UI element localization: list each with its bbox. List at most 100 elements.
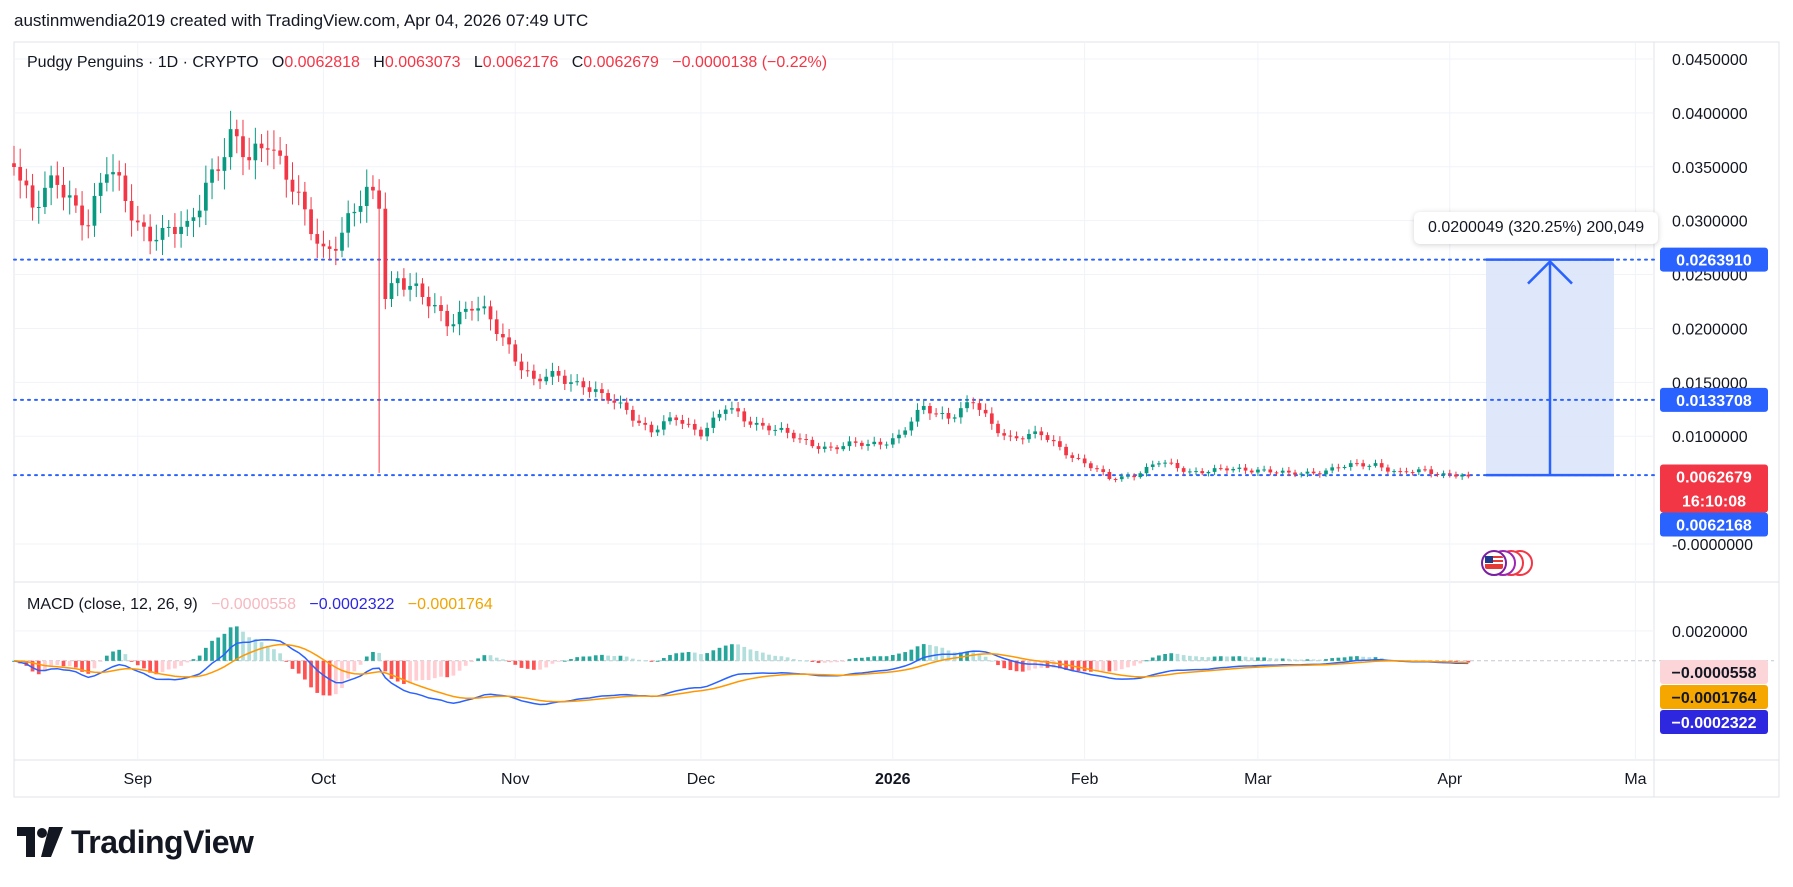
symbol-label[interactable]: Pudgy Penguins · 1D · CRYPTO: [27, 54, 259, 71]
macd-histogram-bar: [612, 656, 617, 661]
macd-histogram-bar: [1200, 657, 1205, 661]
macd-histogram-bar: [352, 660, 357, 672]
candle-body: [24, 180, 29, 186]
macd-histogram-bar: [1138, 660, 1143, 664]
horizontal-levels[interactable]: [13, 258, 1655, 477]
macd-histogram-bar: [358, 660, 363, 665]
macd-histogram-bar: [377, 652, 381, 661]
candle-body: [253, 143, 258, 161]
macd-histogram-bar: [699, 654, 703, 661]
macd-histogram-bar: [340, 660, 344, 688]
macd-histogram-bar: [513, 660, 518, 665]
tradingview-logo-icon: [17, 827, 63, 857]
candle-body: [1113, 478, 1118, 480]
candle-body: [377, 190, 381, 209]
price-pane[interactable]: [14, 42, 1654, 582]
candle-body: [785, 427, 790, 433]
candle-body: [897, 434, 901, 439]
macd-title[interactable]: MACD (close, 12, 26, 9): [27, 596, 198, 613]
macd-histogram-bar: [921, 644, 926, 661]
macd-histogram-bar: [531, 660, 536, 670]
candle-body: [1398, 471, 1403, 473]
candle-body: [432, 305, 437, 307]
macd-axis-tick: 0.0020000: [1672, 624, 1748, 641]
macd-histogram-bar: [203, 647, 208, 661]
macd-histogram-bar: [1274, 658, 1279, 661]
candle-body: [952, 417, 957, 419]
price-axis-tick: 0.0250000: [1672, 268, 1748, 285]
macd-histogram-bar: [556, 660, 561, 662]
candle-body: [1317, 473, 1322, 475]
candle-body: [550, 371, 555, 377]
price-axis-tick: 0.0300000: [1672, 214, 1748, 231]
macd-histogram-bar: [1082, 660, 1087, 672]
macd-histogram-bar: [562, 660, 567, 662]
candle-body: [1435, 473, 1440, 475]
candle-body: [1466, 474, 1471, 477]
macd-histogram-bar: [1045, 660, 1050, 668]
candle-body: [1324, 470, 1328, 475]
time-axis-tick: Mar: [1244, 771, 1272, 788]
macd-histogram-bar: [488, 655, 493, 661]
macd-histogram-bar: [166, 660, 171, 670]
macd-histogram-bar: [463, 660, 468, 666]
macd-histogram-bar: [290, 660, 295, 669]
candle-body: [1194, 471, 1198, 473]
macd-histogram-bar: [470, 660, 474, 663]
low-value: 0.0062176: [482, 54, 559, 71]
candle-body: [333, 248, 338, 251]
macd-legend: MACD (close, 12, 26, 9) −0.0000558 −0.00…: [27, 596, 493, 614]
price-range-measure[interactable]: [1486, 258, 1614, 477]
candle-body: [977, 403, 982, 410]
candle-body: [983, 409, 988, 414]
candle-body: [290, 179, 295, 192]
candle-body: [197, 210, 202, 218]
candle-body: [1429, 469, 1434, 474]
macd-histogram-bar: [1150, 657, 1155, 661]
candle-body: [928, 405, 932, 414]
macd-histogram-bar: [185, 660, 190, 663]
candle-body: [631, 409, 635, 421]
candle-body: [67, 195, 72, 198]
macd-histogram-bar: [1225, 656, 1229, 661]
price-axis-tick: 0.0100000: [1672, 429, 1748, 446]
candle-body: [903, 430, 908, 435]
macd-histogram-bar: [191, 659, 196, 661]
macd-histogram-bar: [67, 660, 72, 667]
candle-body: [1175, 462, 1180, 469]
macd-histogram-bar: [1187, 655, 1192, 661]
macd-histogram-value: −0.0000558: [211, 596, 297, 613]
macd-histogram-bar: [1126, 660, 1130, 668]
tradingview-logo[interactable]: TradingView: [17, 822, 254, 862]
candle-body: [309, 209, 313, 235]
macd-histogram-bar: [321, 660, 326, 696]
macd-histogram-bar: [1305, 659, 1310, 661]
candle-body: [649, 424, 654, 433]
candle-body: [531, 370, 536, 379]
candle-body: [315, 234, 320, 244]
candle-body: [1280, 470, 1285, 473]
macd-histogram-bar: [1163, 653, 1167, 661]
macd-histogram-bar: [457, 660, 462, 671]
macd-histogram-bar: [983, 656, 988, 661]
candle-body: [754, 422, 759, 425]
candle-body: [49, 175, 53, 188]
macd-histogram-bar: [655, 660, 660, 662]
candle-body: [1002, 433, 1007, 436]
macd-histogram-bar: [86, 660, 91, 674]
candle-body: [1293, 472, 1297, 475]
candle-body: [203, 182, 208, 211]
economic-events-flags[interactable]: [1481, 550, 1533, 576]
candle-body: [705, 427, 709, 437]
candle-body: [173, 226, 177, 234]
macd-histogram-bar: [600, 654, 604, 661]
macd-histogram-bar: [55, 660, 60, 666]
candle-body: [847, 441, 852, 447]
candle-body: [686, 423, 691, 425]
macd-histogram-bar: [1262, 657, 1266, 661]
macd-histogram-bar: [426, 660, 431, 681]
change-value: −0.0000138 (−0.22%): [672, 54, 828, 71]
candle-body: [1404, 471, 1409, 473]
candle-body: [457, 311, 462, 325]
